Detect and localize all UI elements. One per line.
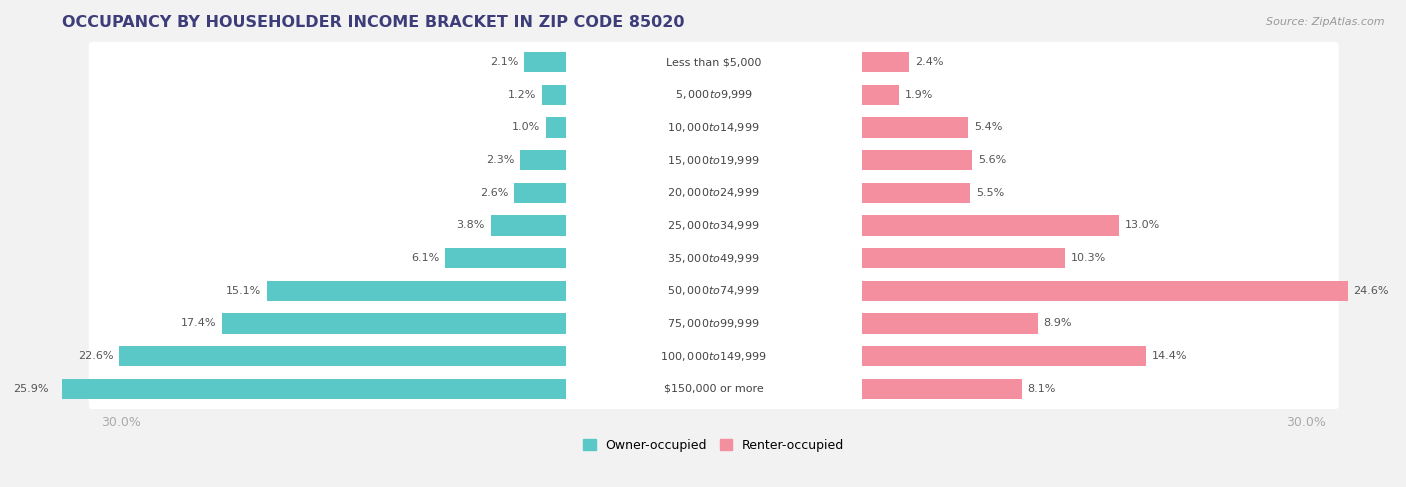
Text: Source: ZipAtlas.com: Source: ZipAtlas.com <box>1267 17 1385 27</box>
Text: $100,000 to $149,999: $100,000 to $149,999 <box>661 350 768 363</box>
Bar <box>862 215 1119 236</box>
Bar <box>222 313 565 334</box>
FancyBboxPatch shape <box>89 271 1339 311</box>
Text: 8.1%: 8.1% <box>1028 384 1056 394</box>
Text: 2.6%: 2.6% <box>479 188 509 198</box>
Text: 2.3%: 2.3% <box>486 155 515 165</box>
Bar <box>862 248 1066 268</box>
Text: 24.6%: 24.6% <box>1354 286 1389 296</box>
Text: 2.4%: 2.4% <box>915 57 943 67</box>
Bar <box>120 346 565 366</box>
Text: $5,000 to $9,999: $5,000 to $9,999 <box>675 88 752 101</box>
Bar <box>862 313 1038 334</box>
Text: 1.2%: 1.2% <box>508 90 536 100</box>
FancyBboxPatch shape <box>89 140 1339 180</box>
Text: 22.6%: 22.6% <box>77 351 114 361</box>
Legend: Owner-occupied, Renter-occupied: Owner-occupied, Renter-occupied <box>583 439 845 452</box>
Text: 1.0%: 1.0% <box>512 122 540 132</box>
Text: 5.4%: 5.4% <box>974 122 1002 132</box>
FancyBboxPatch shape <box>89 42 1339 82</box>
Text: 6.1%: 6.1% <box>411 253 439 263</box>
Text: $25,000 to $34,999: $25,000 to $34,999 <box>668 219 761 232</box>
Bar <box>862 117 969 138</box>
FancyBboxPatch shape <box>89 303 1339 344</box>
Text: $75,000 to $99,999: $75,000 to $99,999 <box>668 317 761 330</box>
FancyBboxPatch shape <box>89 336 1339 376</box>
Text: $35,000 to $49,999: $35,000 to $49,999 <box>668 252 761 264</box>
Bar <box>862 150 973 170</box>
Text: 3.8%: 3.8% <box>457 221 485 230</box>
Bar <box>862 379 1022 399</box>
Text: 8.9%: 8.9% <box>1043 318 1071 328</box>
Text: 10.3%: 10.3% <box>1071 253 1107 263</box>
FancyBboxPatch shape <box>89 205 1339 246</box>
Text: $10,000 to $14,999: $10,000 to $14,999 <box>668 121 761 134</box>
Text: 15.1%: 15.1% <box>226 286 262 296</box>
Text: OCCUPANCY BY HOUSEHOLDER INCOME BRACKET IN ZIP CODE 85020: OCCUPANCY BY HOUSEHOLDER INCOME BRACKET … <box>62 15 685 30</box>
Text: $20,000 to $24,999: $20,000 to $24,999 <box>668 187 761 199</box>
Bar <box>267 281 565 301</box>
FancyBboxPatch shape <box>89 369 1339 409</box>
Bar <box>515 183 565 203</box>
FancyBboxPatch shape <box>89 172 1339 213</box>
Bar <box>546 117 565 138</box>
Bar <box>55 379 565 399</box>
FancyBboxPatch shape <box>89 238 1339 279</box>
FancyBboxPatch shape <box>89 107 1339 148</box>
Bar <box>862 281 1347 301</box>
Bar <box>541 85 565 105</box>
Text: $15,000 to $19,999: $15,000 to $19,999 <box>668 153 761 167</box>
Bar <box>862 52 910 72</box>
Text: 25.9%: 25.9% <box>13 384 48 394</box>
Bar <box>520 150 565 170</box>
FancyBboxPatch shape <box>89 75 1339 115</box>
Bar <box>524 52 565 72</box>
Text: $50,000 to $74,999: $50,000 to $74,999 <box>668 284 761 297</box>
Bar <box>862 346 1146 366</box>
Bar <box>491 215 565 236</box>
Bar <box>446 248 565 268</box>
Bar <box>862 85 900 105</box>
Text: Less than $5,000: Less than $5,000 <box>666 57 762 67</box>
Text: 5.6%: 5.6% <box>979 155 1007 165</box>
Text: 13.0%: 13.0% <box>1125 221 1160 230</box>
Text: 5.5%: 5.5% <box>976 188 1005 198</box>
Text: 17.4%: 17.4% <box>180 318 217 328</box>
Text: 2.1%: 2.1% <box>489 57 519 67</box>
Text: 1.9%: 1.9% <box>905 90 934 100</box>
Text: $150,000 or more: $150,000 or more <box>664 384 763 394</box>
Bar <box>862 183 970 203</box>
Text: 14.4%: 14.4% <box>1152 351 1188 361</box>
